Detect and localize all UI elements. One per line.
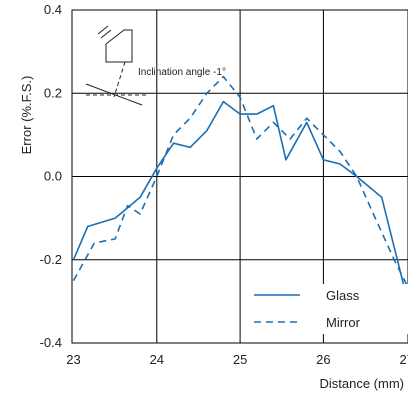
sensor-beam [113,61,126,98]
y-tick-label: -0.4 [40,335,62,350]
y-tick-label: 0.2 [44,85,62,100]
legend-background [248,284,408,334]
series-line-mirror [72,75,408,286]
sensor-cable [97,25,109,35]
sensor-head-shape [105,29,133,63]
y-tick-label: 0.4 [44,2,62,17]
legend-label-mirror: Mirror [326,315,361,330]
x-tick-label: 27 [399,352,408,367]
y-tick-label: -0.2 [40,252,62,267]
inclination-annotation: Inclination angle -1° [138,67,226,78]
series-lines [72,75,408,298]
legend: Glass Mirror [248,284,408,334]
series-line-glass [72,100,408,298]
x-tick-label: 26 [316,352,330,367]
y-tick-labels: 0.4 0.2 0.0 -0.2 -0.4 [40,2,62,350]
y-tick-label: 0.0 [44,169,62,184]
legend-label-glass: Glass [326,288,360,303]
x-tick-labels: 23 24 25 26 27 [66,352,408,367]
x-tick-label: 24 [150,352,164,367]
gridlines [72,10,408,343]
x-tick-label: 25 [233,352,247,367]
sensor-cable [100,29,112,39]
x-tick-label: 23 [66,352,80,367]
y-axis-label: Error (%.F.S.) [19,76,34,155]
sensor-illustration [85,25,146,106]
x-axis-label: Distance (mm) [319,376,404,391]
